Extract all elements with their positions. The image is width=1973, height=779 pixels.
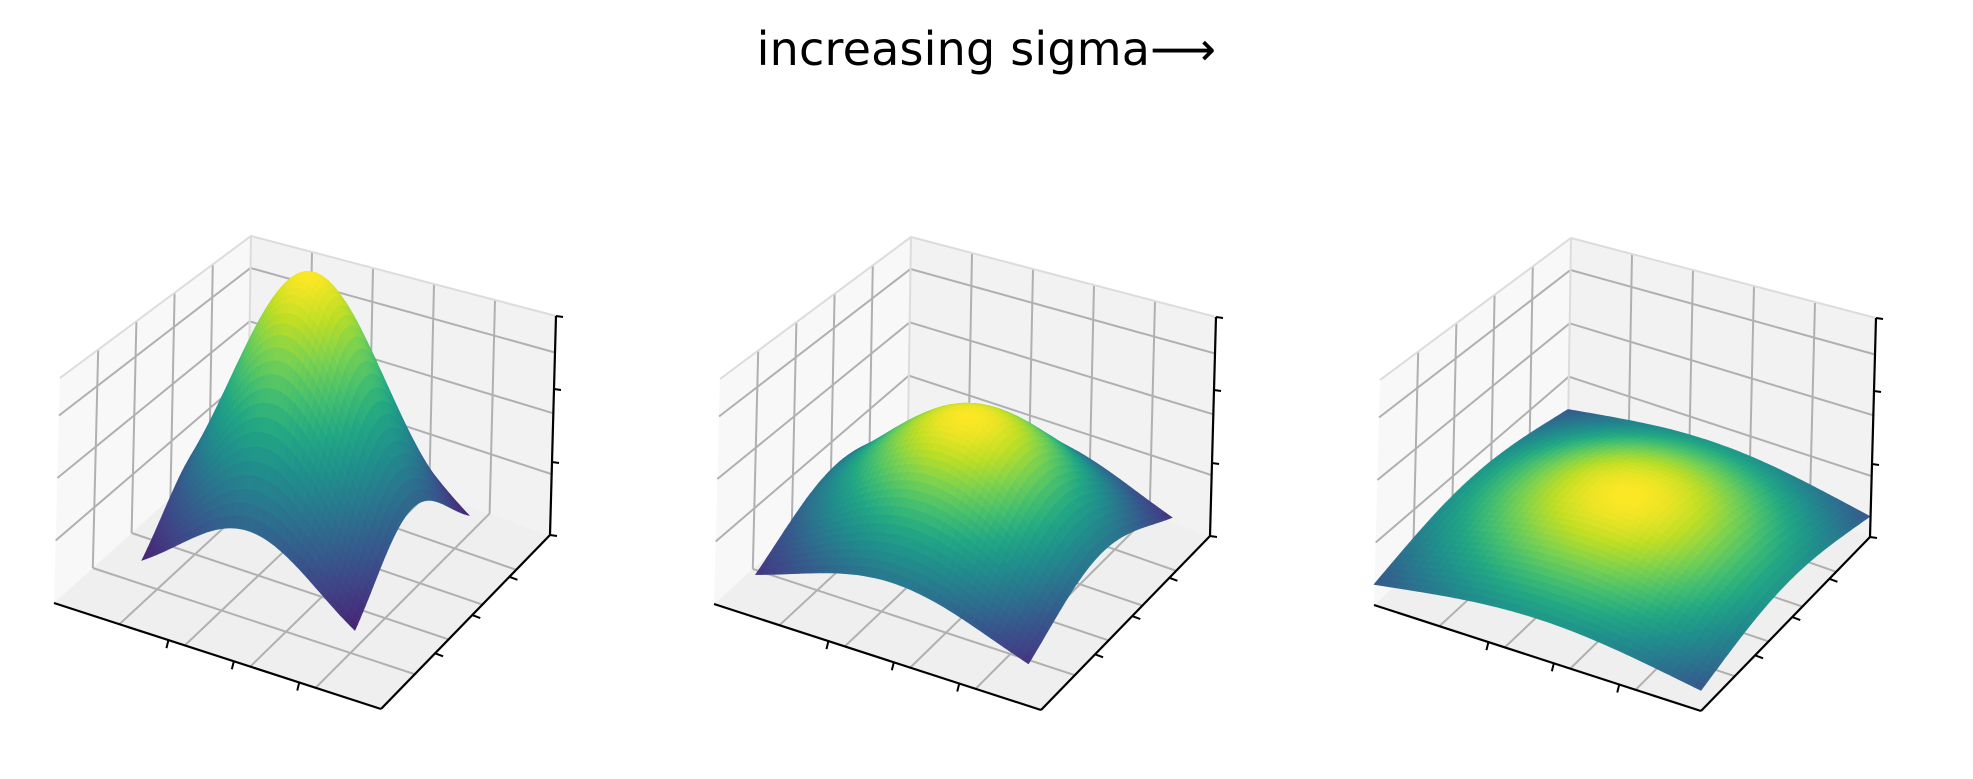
- y-tick: [471, 614, 481, 619]
- z-tick: [1213, 389, 1222, 392]
- z-tick: [1211, 462, 1220, 465]
- surface-panel-2: [713, 235, 1224, 712]
- figure-title: increasing sigma⟶: [756, 22, 1217, 76]
- y-axis-line: [1040, 535, 1211, 711]
- pane-left: [54, 236, 251, 603]
- surface-mesh: [1373, 409, 1871, 691]
- pane-left: [714, 237, 911, 604]
- x-axis-line: [53, 601, 382, 711]
- surface-facet: [1021, 653, 1033, 665]
- x-tick: [956, 683, 961, 692]
- z-tick: [555, 315, 564, 318]
- surface-mesh: [141, 270, 471, 631]
- x-tick: [230, 661, 235, 670]
- pane-back: [1568, 238, 1876, 537]
- y-tick: [434, 652, 444, 658]
- x-tick: [296, 682, 301, 691]
- z-tick: [551, 461, 560, 464]
- y-tick: [1094, 653, 1104, 659]
- surface-mesh: [754, 402, 1173, 665]
- z-tick: [1215, 316, 1224, 319]
- pane-left: [1374, 238, 1571, 605]
- z-tick: [553, 388, 562, 391]
- surface-panel-1: [53, 234, 564, 711]
- pane-edge: [907, 236, 912, 430]
- z-tick: [549, 534, 558, 537]
- grid-line: [314, 512, 491, 689]
- pane-edge: [1567, 237, 1572, 431]
- x-tick: [890, 662, 895, 671]
- z-axis-line: [548, 315, 558, 536]
- y-axis-line: [380, 534, 551, 710]
- x-tick: [165, 639, 170, 649]
- z-axis-line: [1208, 316, 1218, 537]
- grid-line: [131, 532, 449, 641]
- grid-line: [92, 567, 416, 676]
- y-tick: [1131, 615, 1141, 620]
- surface-facet: [349, 618, 358, 631]
- x-tick: [825, 640, 830, 650]
- z-tick: [1209, 535, 1218, 538]
- y-tick: [509, 575, 518, 581]
- y-tick: [1169, 576, 1178, 582]
- surface-panel-3: [1373, 236, 1884, 713]
- x-axis-line: [713, 602, 1042, 712]
- pane-back: [908, 237, 1216, 536]
